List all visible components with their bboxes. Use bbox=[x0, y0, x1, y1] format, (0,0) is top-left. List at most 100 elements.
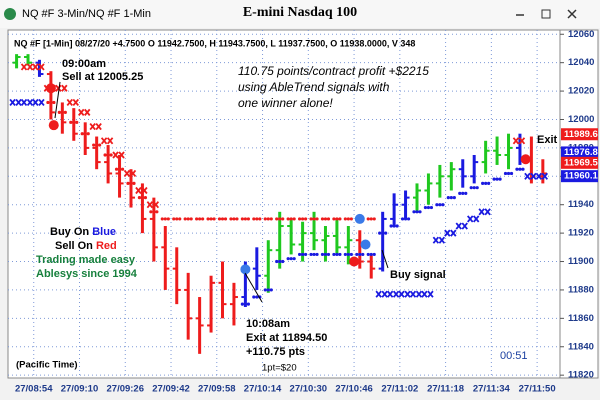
stop-dot bbox=[220, 217, 225, 221]
annotation: Blue bbox=[92, 226, 116, 238]
signal bbox=[48, 120, 59, 131]
stop-dot bbox=[80, 132, 84, 136]
stop-dot bbox=[309, 217, 313, 221]
stop-dot bbox=[132, 181, 136, 186]
stop-x bbox=[32, 63, 39, 71]
price-flag bbox=[561, 146, 598, 159]
stop-x bbox=[541, 172, 549, 180]
stop-dot bbox=[275, 217, 279, 221]
price-flag-label: 11960.1 bbox=[564, 171, 599, 182]
signal bbox=[360, 239, 371, 250]
stop-dot bbox=[206, 217, 210, 221]
price-flag bbox=[561, 128, 598, 141]
stop-dot bbox=[258, 217, 262, 221]
stop-x bbox=[518, 137, 526, 145]
stop-x bbox=[32, 98, 39, 107]
stop-dot bbox=[137, 196, 142, 200]
stop-x bbox=[66, 98, 73, 107]
stop-x bbox=[415, 290, 423, 298]
stop-dot bbox=[266, 288, 270, 292]
close[interactable] bbox=[567, 9, 577, 19]
stop-dot bbox=[481, 181, 485, 186]
stop-dot bbox=[303, 217, 308, 221]
stop-dot bbox=[346, 217, 350, 221]
stop-x bbox=[129, 169, 137, 178]
stop-x bbox=[89, 123, 96, 131]
stop-dot bbox=[378, 231, 382, 235]
stop-dot bbox=[400, 217, 405, 221]
stop-dot bbox=[361, 252, 365, 257]
y-tick-label: 12000 bbox=[568, 114, 594, 125]
stop-x bbox=[381, 290, 388, 298]
stop-x bbox=[20, 63, 28, 71]
stop-dot bbox=[163, 217, 167, 221]
stop-dot bbox=[189, 217, 193, 221]
stop-x bbox=[461, 222, 468, 230]
x-tick-label: 27/11:02 bbox=[381, 384, 418, 395]
stop-x bbox=[455, 222, 462, 230]
stop-dot bbox=[278, 217, 282, 221]
y-tick-label: 12020 bbox=[568, 86, 594, 97]
stop-dot bbox=[57, 110, 61, 114]
title-bar bbox=[0, 0, 600, 28]
x-tick-label: 27/11:50 bbox=[519, 384, 556, 395]
stop-x bbox=[432, 236, 440, 244]
stop-dot bbox=[235, 217, 239, 221]
stop-dot bbox=[175, 217, 179, 221]
stop-x bbox=[123, 169, 131, 178]
stop-dot bbox=[487, 181, 491, 186]
stop-dot bbox=[343, 252, 347, 257]
price-flag-label: 11989.6 bbox=[564, 129, 598, 140]
stop-dot bbox=[323, 217, 328, 221]
stop-dot bbox=[198, 217, 202, 221]
stop-dot bbox=[92, 143, 96, 147]
maximize[interactable] bbox=[541, 9, 551, 19]
stop-dot bbox=[129, 181, 133, 186]
stop-dot bbox=[281, 259, 285, 264]
stop-dot bbox=[246, 302, 250, 306]
stop-x bbox=[409, 290, 417, 298]
stop-dot bbox=[366, 252, 370, 257]
stop-dot bbox=[286, 217, 290, 221]
stop-dot bbox=[312, 252, 316, 257]
stop-dot bbox=[160, 217, 164, 221]
stop-dot bbox=[521, 167, 525, 171]
x-tick-label: 27/10:30 bbox=[290, 384, 328, 395]
stop-dot bbox=[320, 252, 325, 257]
annotation: 10:08am bbox=[246, 318, 290, 330]
stop-dot bbox=[83, 132, 87, 136]
price-flag bbox=[561, 170, 598, 183]
y-tick-label: 11860 bbox=[568, 313, 594, 324]
stop-x bbox=[100, 137, 108, 145]
stop-dot bbox=[149, 210, 153, 214]
stop-dot bbox=[384, 231, 388, 235]
stop-dot bbox=[243, 302, 247, 306]
y-tick-label: 11820 bbox=[568, 370, 594, 381]
stop-dot bbox=[515, 167, 519, 171]
stop-x bbox=[450, 229, 457, 237]
stop-dot bbox=[72, 120, 76, 124]
x-tick-label: 27/11:34 bbox=[473, 384, 511, 395]
stop-x bbox=[61, 84, 68, 92]
price-flag-label: 11969.5 bbox=[564, 157, 599, 168]
annotation: Sell On bbox=[55, 240, 93, 252]
y-tick-label: 11900 bbox=[568, 256, 594, 267]
stop-dot bbox=[286, 257, 290, 261]
stop-x bbox=[26, 63, 34, 71]
stop-dot bbox=[212, 217, 216, 221]
stop-dot bbox=[458, 191, 462, 195]
grid bbox=[8, 30, 560, 378]
stop-dot bbox=[418, 210, 422, 214]
price-flag-label: 11976.8 bbox=[564, 147, 598, 158]
stop-dot bbox=[349, 217, 353, 221]
stop-x bbox=[95, 123, 102, 131]
annotation: Ablesys since 1994 bbox=[36, 268, 138, 280]
stop-x bbox=[15, 98, 22, 107]
stop-dot bbox=[289, 217, 293, 221]
chart-title: E-mini Nasdaq 100 bbox=[243, 5, 357, 20]
stop-dot bbox=[281, 217, 285, 221]
stop-x bbox=[484, 208, 491, 216]
stop-dot bbox=[355, 252, 359, 257]
window-buttons[interactable] bbox=[516, 9, 577, 19]
stop-dot bbox=[320, 217, 325, 221]
